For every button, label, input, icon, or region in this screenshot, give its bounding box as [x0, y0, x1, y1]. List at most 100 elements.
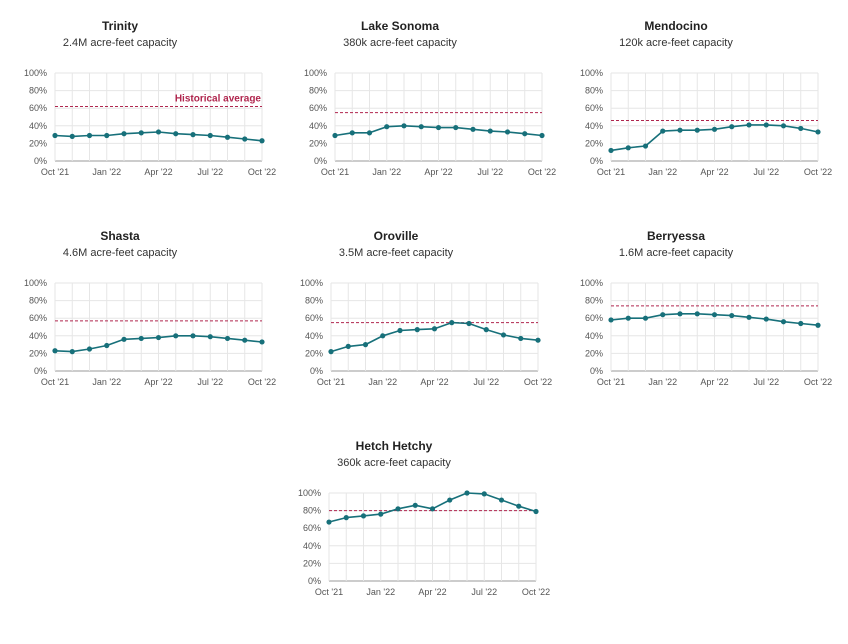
data-point [729, 312, 735, 319]
y-tick-label: 80% [305, 296, 323, 306]
data-point [498, 497, 505, 503]
chart-title: Berryessa [646, 229, 706, 243]
data-point [483, 327, 489, 333]
y-tick-label: 0% [310, 366, 323, 376]
chart-subtitle: 120k acre-feet capacity [619, 37, 733, 49]
y-tick-label: 60% [585, 103, 603, 113]
data-point [343, 515, 349, 521]
data-point [412, 502, 418, 508]
data-point [86, 132, 93, 139]
data-point [429, 506, 436, 512]
data-point [487, 128, 493, 134]
y-tick-label: 80% [585, 86, 603, 96]
chart-panel-berryessa: Berryessa 1.6M acre-feet capacity 0% 20% 4… [556, 229, 832, 434]
data-point [746, 122, 752, 128]
y-tick-label: 20% [29, 138, 47, 148]
x-tick-label: Oct '22 [804, 377, 832, 387]
data-point [362, 342, 369, 348]
y-tick-label: 80% [29, 86, 47, 96]
data-point [138, 335, 144, 342]
data-point [711, 312, 718, 318]
chart-title: Shasta [100, 229, 140, 243]
data-point [328, 349, 334, 355]
chart-panel-lake-sonoma: Lake Sonoma 380k acre-feet capacity 0% 20… [280, 19, 556, 224]
x-tick-label: Oct '22 [248, 167, 276, 177]
data-point [660, 312, 666, 318]
data-point [453, 124, 459, 131]
data-point [138, 130, 144, 136]
y-tick-label: 20% [309, 138, 327, 148]
x-tick-label: Jan '22 [92, 377, 121, 387]
data-point [518, 335, 524, 342]
y-tick-label: 100% [298, 488, 321, 498]
data-point [242, 337, 248, 343]
data-point [190, 132, 196, 138]
data-point [207, 132, 213, 139]
data-point [780, 123, 787, 129]
y-tick-label: 60% [29, 103, 47, 113]
y-tick-label: 20% [585, 138, 603, 148]
data-point [642, 143, 649, 149]
y-tick-label: 20% [305, 348, 323, 358]
data-point [155, 129, 162, 135]
x-tick-label: Oct '21 [41, 167, 69, 177]
x-tick-label: Oct '21 [315, 587, 343, 597]
x-tick-label: Apr '22 [420, 377, 448, 387]
data-point [694, 311, 700, 317]
y-tick-label: 80% [303, 506, 321, 516]
x-tick-label: Oct '22 [804, 167, 832, 177]
y-tick-label: 40% [309, 121, 327, 131]
data-point [52, 132, 58, 139]
chart-subtitle: 2.4M acre-feet capacity [62, 37, 178, 49]
y-tick-label: 40% [303, 541, 321, 551]
chart-subtitle: 3.5M acre-feet capacity [338, 247, 454, 259]
data-point [224, 134, 231, 140]
y-tick-label: 100% [24, 68, 47, 78]
data-point [539, 132, 545, 139]
data-point [481, 491, 487, 497]
y-tick-label: 60% [29, 313, 47, 323]
data-point [464, 490, 470, 496]
data-point [516, 503, 522, 509]
x-tick-label: Apr '22 [700, 377, 728, 387]
data-point [173, 333, 179, 339]
chart-panel-trinity: Trinity 2.4M acre-feet capacity 0% 20% 40%… [0, 19, 276, 224]
y-tick-label: 20% [303, 558, 321, 568]
data-point [677, 311, 683, 317]
chart-panel-oroville: Oroville 3.5M acre-feet capacity 0% 20% 40… [276, 229, 552, 434]
y-tick-label: 100% [24, 278, 47, 288]
line-chart: 0% 20% 40% 60% 80% 100% Oct '21 Jan '22 Apr '22 J… [298, 488, 550, 597]
y-tick-label: 60% [585, 313, 603, 323]
data-point [397, 327, 403, 334]
x-tick-label: Oct '21 [321, 167, 349, 177]
y-tick-label: 0% [34, 366, 47, 376]
data-point [449, 320, 455, 326]
data-point [815, 322, 821, 328]
data-point [798, 320, 804, 327]
data-point [642, 315, 649, 321]
y-tick-label: 80% [29, 296, 47, 306]
x-tick-label: Oct '22 [524, 377, 552, 387]
y-tick-label: 100% [580, 278, 603, 288]
chart-panel-mendocino: Mendocino 120k acre-feet capacity 0% 20% 4… [556, 19, 832, 224]
data-point [504, 129, 511, 135]
data-point [259, 339, 265, 345]
data-point [431, 326, 438, 332]
data-point [121, 336, 127, 342]
historical-average-label: Historical average [175, 93, 262, 104]
chart-subtitle: 4.6M acre-feet capacity [62, 247, 178, 259]
data-point [173, 131, 179, 137]
y-tick-label: 60% [305, 313, 323, 323]
x-tick-label: Jan '22 [372, 167, 401, 177]
x-tick-label: Oct '21 [597, 167, 625, 177]
y-tick-label: 40% [29, 331, 47, 341]
x-tick-label: Oct '21 [41, 377, 69, 387]
data-point [435, 124, 442, 131]
data-point [711, 126, 718, 132]
data-point [345, 343, 351, 349]
y-tick-label: 20% [29, 348, 47, 358]
line-chart: 0% 20% 40% 60% 80% 100% Oct '21 Jan '22 Apr '22 J… [304, 68, 556, 177]
data-point [414, 327, 420, 333]
y-tick-label: 100% [304, 68, 327, 78]
x-tick-label: Oct '21 [317, 377, 345, 387]
